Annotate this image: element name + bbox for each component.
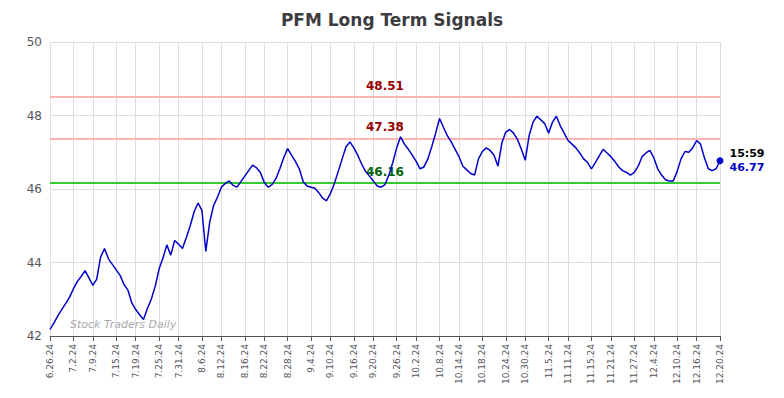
svg-text:12.10.24: 12.10.24 <box>672 344 682 384</box>
svg-text:8.28.24: 8.28.24 <box>283 344 293 379</box>
svg-text:44: 44 <box>27 256 42 270</box>
svg-text:7.31.24: 7.31.24 <box>174 344 184 379</box>
svg-text:8.22.24: 8.22.24 <box>259 344 269 379</box>
svg-text:42: 42 <box>27 329 42 343</box>
svg-text:7.25.24: 7.25.24 <box>154 344 164 379</box>
svg-text:10.30.24: 10.30.24 <box>520 344 530 384</box>
svg-text:10.8.24: 10.8.24 <box>435 344 445 379</box>
svg-text:11.5.24: 11.5.24 <box>544 344 554 379</box>
svg-text:8.6.24: 8.6.24 <box>197 344 207 373</box>
svg-text:8.16.24: 8.16.24 <box>240 344 250 379</box>
svg-text:50: 50 <box>27 35 42 49</box>
svg-text:Stock Traders Daily: Stock Traders Daily <box>70 318 177 331</box>
svg-text:12.4.24: 12.4.24 <box>649 344 659 379</box>
svg-text:9.10.24: 9.10.24 <box>325 344 335 379</box>
svg-text:7.15.24: 7.15.24 <box>111 344 121 379</box>
svg-text:11.21.24: 11.21.24 <box>606 344 616 384</box>
svg-text:8.12.24: 8.12.24 <box>216 344 226 379</box>
svg-text:46.77: 46.77 <box>730 161 765 174</box>
svg-text:46: 46 <box>27 182 42 196</box>
svg-text:48: 48 <box>27 109 42 123</box>
svg-text:15:59: 15:59 <box>730 147 765 160</box>
svg-text:6.26.24: 6.26.24 <box>45 344 55 379</box>
svg-text:10.2.24: 10.2.24 <box>411 344 421 379</box>
svg-text:46.16: 46.16 <box>366 165 404 179</box>
svg-text:7.9.24: 7.9.24 <box>88 344 98 373</box>
svg-text:7.2.24: 7.2.24 <box>68 344 78 373</box>
svg-text:12.20.24: 12.20.24 <box>715 344 725 384</box>
svg-text:47.38: 47.38 <box>366 120 404 134</box>
svg-text:11.11.24: 11.11.24 <box>563 344 573 384</box>
svg-text:10.24.24: 10.24.24 <box>501 344 511 384</box>
svg-text:11.27.24: 11.27.24 <box>629 344 639 384</box>
svg-text:9.16.24: 9.16.24 <box>349 344 359 379</box>
svg-text:12.16.24: 12.16.24 <box>692 344 702 384</box>
svg-text:48.51: 48.51 <box>366 79 404 93</box>
svg-text:11.15.24: 11.15.24 <box>586 344 596 384</box>
svg-text:9.26.24: 9.26.24 <box>392 344 402 379</box>
svg-text:9.4.24: 9.4.24 <box>306 344 316 373</box>
svg-text:10.18.24: 10.18.24 <box>477 344 487 384</box>
svg-text:9.20.24: 9.20.24 <box>368 344 378 379</box>
svg-text:7.19.24: 7.19.24 <box>131 344 141 379</box>
svg-text:PFM Long Term Signals: PFM Long Term Signals <box>281 10 503 30</box>
svg-text:10.14.24: 10.14.24 <box>454 344 464 384</box>
